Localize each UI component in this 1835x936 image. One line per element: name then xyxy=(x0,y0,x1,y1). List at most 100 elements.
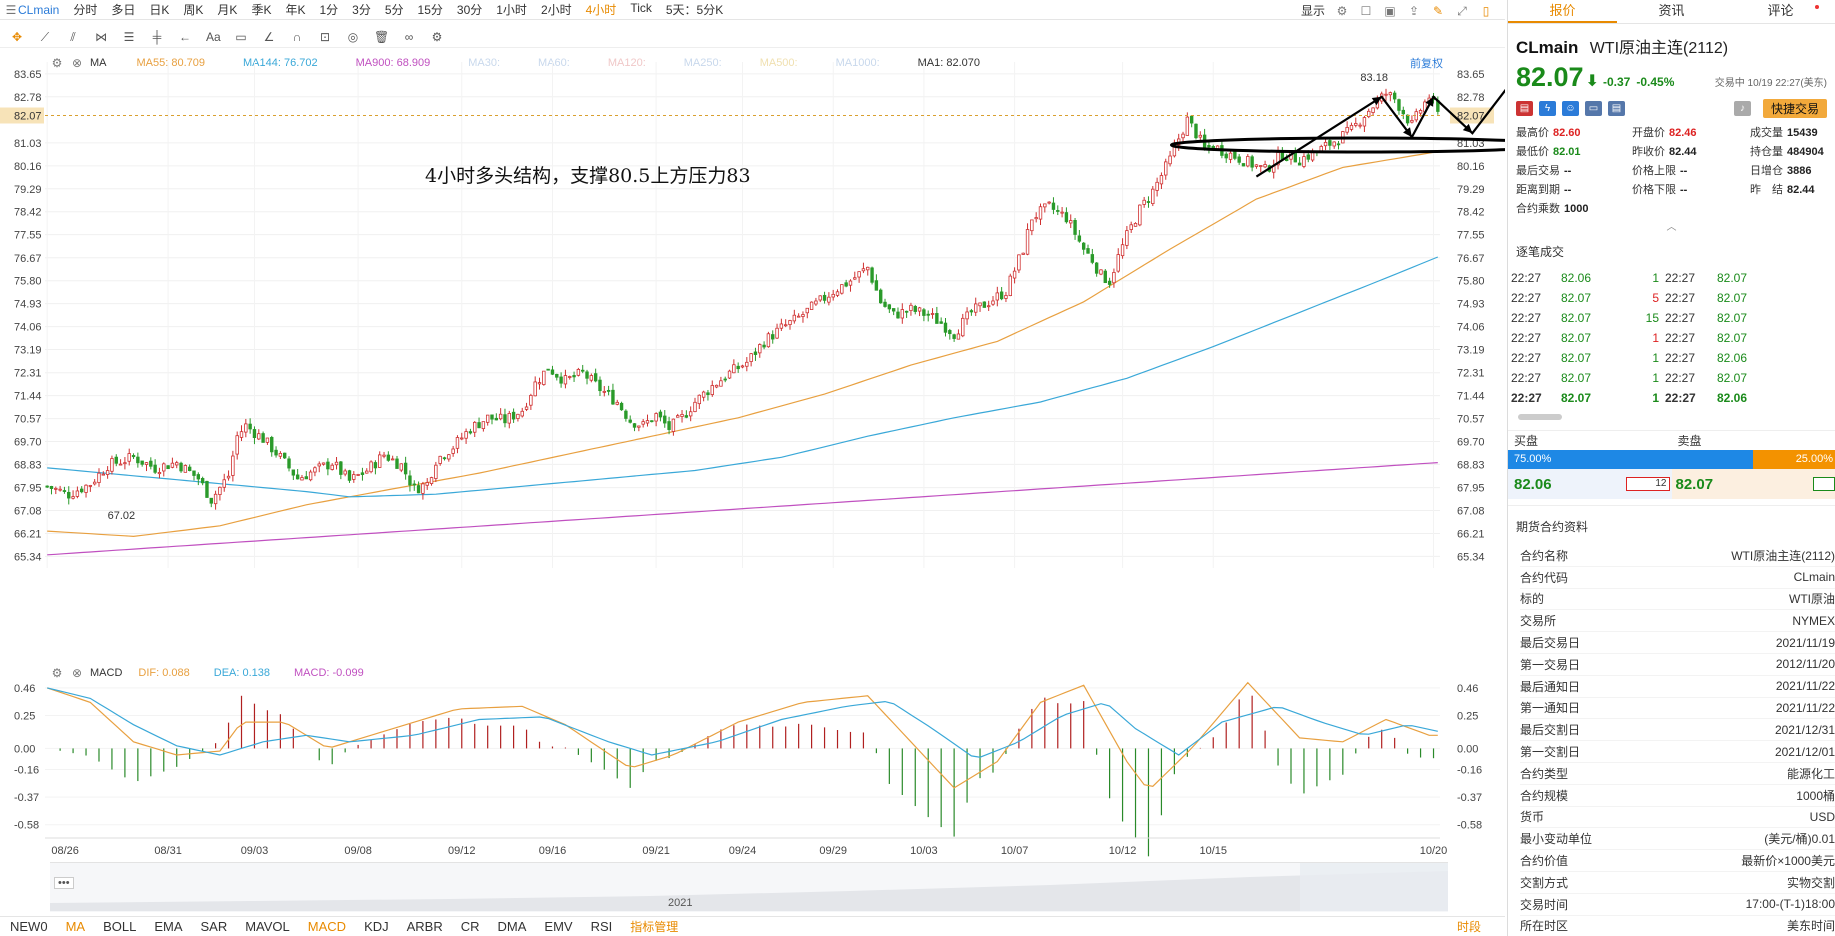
lightning-icon[interactable]: ϟ xyxy=(1539,101,1556,116)
timeframe-15[interactable]: Tick xyxy=(630,1,652,15)
tab-quote[interactable]: 报价 xyxy=(1508,0,1617,23)
macd-settings-icon[interactable]: ⚙ xyxy=(51,666,63,680)
timeframe-1[interactable]: 多日 xyxy=(111,3,136,17)
indicator-12[interactable]: RSI xyxy=(590,919,613,934)
indicator-manage-button[interactable]: 指标管理 xyxy=(630,920,679,934)
timeframe-0[interactable]: 分时 xyxy=(73,3,98,17)
ma-item-9[interactable]: MA1: 82.070 xyxy=(917,57,981,69)
timeframe-10[interactable]: 15分 xyxy=(417,3,443,17)
ma-item-4[interactable]: MA60: xyxy=(538,57,570,69)
tab-comments[interactable]: 评论 xyxy=(1726,0,1835,23)
hide-icon[interactable]: ◎ xyxy=(347,29,359,44)
settings-icon[interactable]: ⚙ xyxy=(1336,3,1348,18)
timeframe-5[interactable]: 季K xyxy=(251,3,272,17)
bell-icon[interactable]: ♪ xyxy=(1733,101,1751,116)
text-tool-icon[interactable]: Aa xyxy=(206,29,221,44)
ma-item-8[interactable]: MA1000: xyxy=(835,57,880,69)
indicator-7[interactable]: KDJ xyxy=(364,919,389,934)
session-button[interactable]: 时段 xyxy=(1456,920,1481,934)
menu-icon[interactable]: ☰ xyxy=(5,2,17,17)
fib-tool-icon[interactable]: ☰ xyxy=(123,29,135,44)
indicator-9[interactable]: CR xyxy=(460,919,480,934)
fq-label[interactable]: 前复权 xyxy=(1410,58,1443,70)
pattern-tool-icon[interactable]: ⋈ xyxy=(95,29,107,44)
document-icon[interactable]: ▤ xyxy=(1608,101,1625,116)
trades-scrollbar[interactable] xyxy=(1518,414,1562,420)
candle-body xyxy=(1077,235,1082,242)
candle-body xyxy=(321,462,326,465)
ma-item-2[interactable]: MA900: 68.909 xyxy=(355,57,431,69)
timeframe-6[interactable]: 年K xyxy=(285,3,306,17)
info-value: WTI原油 xyxy=(1789,592,1835,607)
indicator-5[interactable]: MAVOL xyxy=(245,919,290,934)
timeframe-3[interactable]: 周K xyxy=(183,3,204,17)
arrow-tool-icon[interactable]: ← xyxy=(179,29,191,44)
timeframe-12[interactable]: 1小时 xyxy=(496,3,527,17)
indicator-6[interactable]: MACD xyxy=(307,919,347,934)
timeframe-7[interactable]: 1分 xyxy=(319,3,339,17)
ruler-icon[interactable]: ∠ xyxy=(263,29,275,44)
fullscreen-icon[interactable]: ⤢ xyxy=(1457,3,1467,18)
trade-row: 22:27 82.07 15 22:27 82.07 xyxy=(1511,308,1832,328)
trades-list[interactable]: 22:27 82.06 1 22:27 82.07 22:27 82.07 5 22:27 82.… xyxy=(1508,268,1835,408)
timeframe-14[interactable]: 4小时 xyxy=(585,3,617,17)
quick-trade-button[interactable]: 快捷交易 xyxy=(1762,99,1827,118)
macd-chart[interactable]: 0.46 0.46 0.25 0.25 0.00 0.00 -0.16 -0.16 -0.37 -… xyxy=(0,660,1505,860)
ma-item-0[interactable]: MA55: 80.709 xyxy=(136,57,206,69)
tab-news[interactable]: 资讯 xyxy=(1658,3,1685,18)
timeframe-2[interactable]: 日K xyxy=(149,3,170,17)
time-navigator[interactable]: ••• 2021 xyxy=(50,862,1448,912)
timeframe-11[interactable]: 30分 xyxy=(456,3,483,17)
checkbox-icon[interactable]: ☐ xyxy=(1360,3,1372,18)
indicator-2[interactable]: BOLL xyxy=(103,919,137,934)
measure-tool-icon[interactable]: ╪ xyxy=(152,29,162,44)
channel-tool-icon[interactable]: ⫽ xyxy=(70,29,76,44)
navigator-handle[interactable]: ••• xyxy=(54,877,74,889)
legend-settings-icon[interactable]: ⚙ xyxy=(51,56,63,70)
timeframe-8[interactable]: 3分 xyxy=(352,3,371,17)
link-icon[interactable]: ∞ xyxy=(404,29,414,44)
indicator-4[interactable]: SAR xyxy=(200,919,228,934)
timeframe-13[interactable]: 2小时 xyxy=(540,3,572,17)
candle-body xyxy=(1358,124,1362,127)
ma-type[interactable]: MA xyxy=(90,57,107,69)
card-icon[interactable]: ▭ xyxy=(1585,101,1602,116)
indicator-11[interactable]: EMV xyxy=(544,919,573,934)
lock-icon[interactable]: ⊡ xyxy=(319,29,331,44)
legend-close-icon[interactable]: ⊗ xyxy=(71,56,83,70)
indicator-10[interactable]: DMA xyxy=(497,919,527,934)
indicator-1[interactable]: MA xyxy=(65,919,86,934)
delete-icon[interactable]: 🗑 xyxy=(374,29,390,44)
panel-toggle-icon[interactable]: ▯ xyxy=(1482,3,1490,18)
ma-item-1[interactable]: MA144: 76.702 xyxy=(243,57,318,69)
person-icon[interactable]: ☺ xyxy=(1562,101,1579,116)
ma-item-3[interactable]: MA30: xyxy=(468,57,501,69)
macd-type[interactable]: MACD xyxy=(90,667,123,679)
timeframe-16[interactable]: 5天：5分K xyxy=(665,3,724,17)
ma-item-7[interactable]: MA500: xyxy=(759,57,798,69)
crosshair-icon[interactable]: ✥ xyxy=(11,29,23,44)
ma-item-5[interactable]: MA120: xyxy=(607,57,646,69)
line-tool-icon[interactable]: ⟋ xyxy=(40,29,50,44)
display-menu[interactable]: 显示 xyxy=(1300,4,1325,18)
comment-tool-icon[interactable]: ▭ xyxy=(235,29,247,44)
magnet-icon[interactable]: ∩ xyxy=(292,29,302,44)
indicator-0[interactable]: NEW0 xyxy=(10,919,48,934)
bid-cell[interactable]: 82.06 12 xyxy=(1508,469,1672,499)
collapse-icon[interactable]: ︿ xyxy=(1666,222,1677,233)
layers-icon[interactable]: ⚙ xyxy=(431,29,443,44)
camera-icon[interactable]: ▣ xyxy=(1384,3,1396,18)
indicator-8[interactable]: ARBR xyxy=(406,919,443,934)
timeframe-4[interactable]: 月K xyxy=(217,3,238,17)
ma-item-6[interactable]: MA250: xyxy=(683,57,722,69)
pen-icon[interactable]: ✎ xyxy=(1432,3,1444,18)
timeframe-9[interactable]: 5分 xyxy=(384,3,404,17)
candle-body xyxy=(196,474,201,480)
macd-close-icon[interactable]: ⊗ xyxy=(71,666,83,680)
symbol-label[interactable]: CLmain xyxy=(18,2,60,17)
ask-cell[interactable]: 82.07 xyxy=(1671,469,1835,499)
indicator-3[interactable]: EMA xyxy=(154,919,183,934)
trade-t1: 22:27 xyxy=(1511,351,1542,365)
share-icon[interactable]: ⇪ xyxy=(1408,3,1420,18)
